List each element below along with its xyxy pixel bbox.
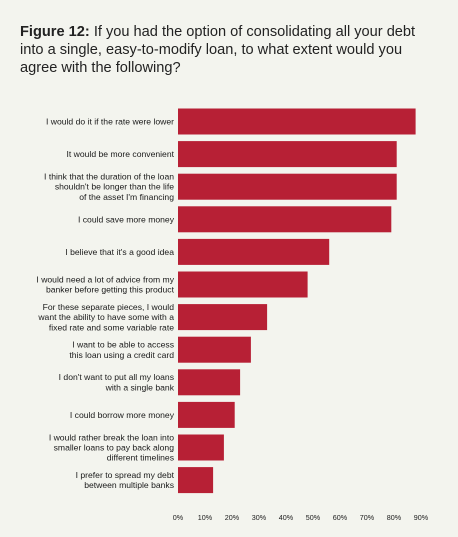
chart-title: Figure 12: If you had the option of cons…: [20, 23, 440, 77]
x-tick-label: 40%: [279, 513, 294, 522]
figure-label: Figure 12:: [20, 24, 90, 40]
x-tick-label: 60%: [333, 513, 348, 522]
figure-question: If you had the option of consolidating a…: [20, 24, 416, 76]
category-label: I would need a lot of advice from my bank…: [36, 274, 174, 294]
x-tick-label: 0%: [173, 513, 184, 522]
x-tick-label: 80%: [387, 513, 402, 522]
bar: [178, 369, 241, 396]
category-label: I could save more money: [78, 214, 175, 224]
x-tick-label: 50%: [306, 513, 321, 522]
x-tick-label: 20%: [225, 513, 240, 522]
bars-group: [178, 108, 416, 494]
category-label: I believe that it's a good idea: [65, 247, 174, 257]
category-label: I would do it if the rate were lower: [46, 117, 174, 127]
x-axis-ticks-group: 0% 10% 20% 30% 40% 50% 60% 70% 80% 90%: [173, 513, 429, 522]
bar: [178, 238, 330, 265]
category-label: I think that the duration of the loan sho…: [44, 172, 174, 202]
bar: [178, 401, 235, 428]
category-label: It would be more convenient: [67, 149, 175, 159]
category-label: I would rather break the loan into smalle…: [49, 432, 174, 462]
x-tick-label: 70%: [360, 513, 375, 522]
bar: [178, 304, 268, 331]
bar: [178, 173, 397, 200]
bar: [178, 108, 416, 135]
category-label: I want to be able to access this loan usi…: [69, 340, 174, 360]
bar: [178, 271, 308, 298]
bar: [178, 141, 397, 168]
bar: [178, 467, 214, 494]
category-label: I don't want to put all my loans with a s…: [59, 372, 175, 392]
category-label: I prefer to spread my debt between multip…: [76, 470, 175, 490]
bar: [178, 336, 251, 363]
category-labels-group: I would do it if the rate were lower It w…: [36, 117, 174, 491]
category-label: For these separate pieces, I would want t…: [37, 302, 174, 332]
bar: [178, 206, 392, 233]
x-tick-label: 90%: [414, 513, 429, 522]
x-tick-label: 10%: [198, 513, 213, 522]
category-label: I could borrow more money: [70, 410, 175, 420]
x-tick-label: 30%: [252, 513, 267, 522]
bar: [178, 434, 224, 461]
